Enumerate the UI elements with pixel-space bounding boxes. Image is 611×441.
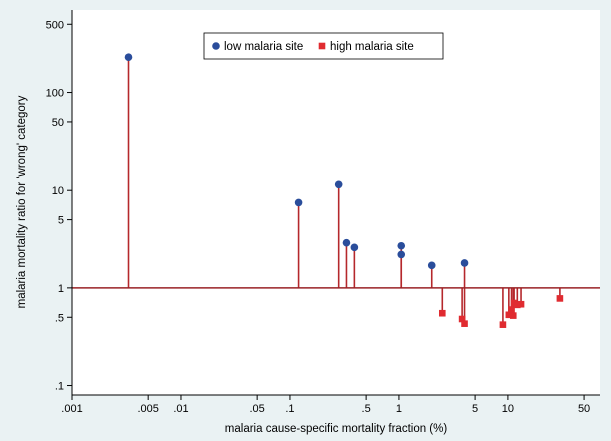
- low-malaria-point: [397, 250, 406, 259]
- high-malaria-point: [508, 306, 515, 313]
- y-tick-label: .1: [55, 381, 64, 393]
- low-malaria-point: [350, 243, 359, 252]
- high-malaria-point: [461, 320, 468, 327]
- y-tick-label: 100: [46, 88, 64, 100]
- x-tick-label: 10: [502, 403, 514, 415]
- plot-area: [72, 10, 600, 395]
- low-malaria-point: [460, 259, 469, 267]
- high-malaria-point: [438, 309, 446, 317]
- low-malaria-point: [334, 180, 343, 189]
- x-axis-title: malaria cause-specific mortality fractio…: [225, 423, 448, 435]
- high-malaria-point: [499, 321, 507, 328]
- y-tick-label: 10: [52, 185, 64, 197]
- high-malaria-point: [505, 311, 513, 319]
- x-tick-label: .01: [173, 403, 188, 415]
- points-group: [124, 53, 564, 328]
- low-malaria-point: [427, 261, 436, 270]
- y-tick-label: 500: [46, 19, 64, 31]
- x-tick-label: .001: [61, 403, 82, 415]
- x-tick-label: 5: [472, 403, 478, 415]
- high-malaria-point: [509, 312, 517, 319]
- x-tick-label: .05: [249, 403, 264, 415]
- x-tick-label: 1: [396, 403, 402, 415]
- legend-marker-circle: [212, 42, 220, 50]
- low-malaria-point: [342, 238, 351, 247]
- high-malaria-point: [517, 300, 525, 308]
- axes-group: .001 .005 .01 .05 .1 .5 1 5 10 50 .1 .5 1 5 10 50 100 500: [46, 10, 600, 415]
- legend-label: high malaria site: [330, 41, 414, 53]
- y-axis-title: malaria mortality ratio for 'wrong' cate…: [16, 95, 28, 308]
- y-tick-label: 1: [58, 283, 64, 295]
- low-malaria-point: [294, 198, 303, 207]
- high-malaria-point: [514, 301, 521, 309]
- low-malaria-point: [397, 241, 406, 250]
- legend-marker-square: [318, 42, 326, 50]
- x-tick-label: .5: [362, 403, 371, 415]
- y-tick-label: .5: [55, 312, 64, 324]
- x-tick-label: .005: [137, 403, 158, 415]
- legend-label: low malaria site: [224, 41, 303, 53]
- x-tick-label: 50: [578, 403, 590, 415]
- y-tick-label: 50: [52, 117, 64, 129]
- low-malaria-point: [124, 53, 133, 62]
- high-malaria-point: [458, 315, 466, 323]
- y-tick-label: 5: [58, 215, 64, 227]
- legend: low malaria site high malaria site: [203, 32, 444, 60]
- x-tick-label: .1: [285, 403, 294, 415]
- high-malaria-point: [556, 295, 564, 302]
